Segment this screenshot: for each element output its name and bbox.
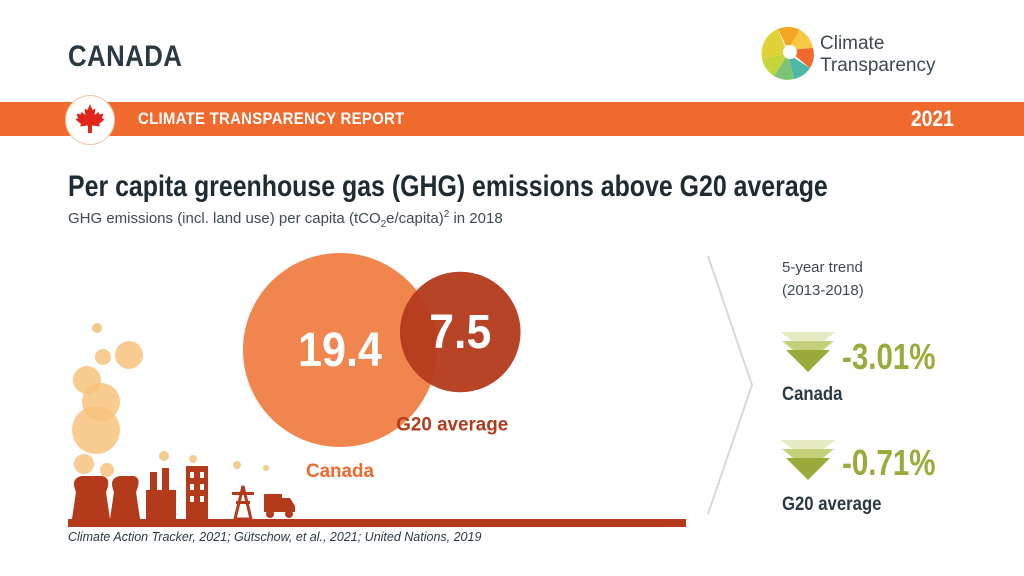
g20-value-label: 7.5 [429,306,491,359]
subtitle-suffix: in 2018 [449,210,503,227]
canada-bubble [243,253,437,447]
section-divider-chevron [707,255,754,515]
down-trend-arrow-icon [780,332,836,372]
logo-line-1: Climate [820,33,885,54]
industry-skyline-icon [68,466,686,527]
banner-year: 2021 [910,106,954,131]
g20-bubble [399,271,521,393]
subtitle: GHG emissions (incl. land use) per capit… [68,209,503,230]
smoke-puffs-icon [72,323,269,477]
logo-wheel-icon [761,27,814,80]
emissions-chart: 19.4 7.5 Canada G20 average [68,253,686,527]
canada-category-label: Canada [306,461,374,482]
country-title: CANADA [68,40,183,73]
trend-title: 5-year trend (2013-2018) [782,256,864,302]
canada-trend-label: Canada [782,384,843,405]
source-note: Climate Action Tracker, 2021; Gütschow, … [68,530,482,544]
canada-trend-value: -3.01% [842,336,936,377]
canada-value-label: 19.4 [298,324,382,377]
logo-line-2: Transparency [820,55,936,76]
trend-title-line-1: 5-year trend [782,259,863,276]
down-trend-arrow-icon [780,440,836,480]
logo-text: Climate Transparency [820,33,935,77]
climate-transparency-logo: Climate Transparency [760,26,970,84]
canada-flag-icon [66,96,114,144]
subtitle-prefix: GHG emissions (incl. land use) per capit… [68,210,381,227]
subtitle-sub: 2 [380,219,387,230]
subtitle-sup: 2 [443,209,450,220]
g20-category-label: G20 average [396,414,508,435]
headline: Per capita greenhouse gas (GHG) emission… [68,170,828,203]
report-banner [0,102,1024,136]
g20-trend-label: G20 average [782,494,882,515]
banner-title: CLIMATE TRANSPARENCY REPORT [138,109,405,128]
g20-trend-value: -0.71% [842,442,936,483]
trend-title-line-2: (2013-2018) [782,282,864,299]
subtitle-middle: e/capita) [386,210,444,227]
